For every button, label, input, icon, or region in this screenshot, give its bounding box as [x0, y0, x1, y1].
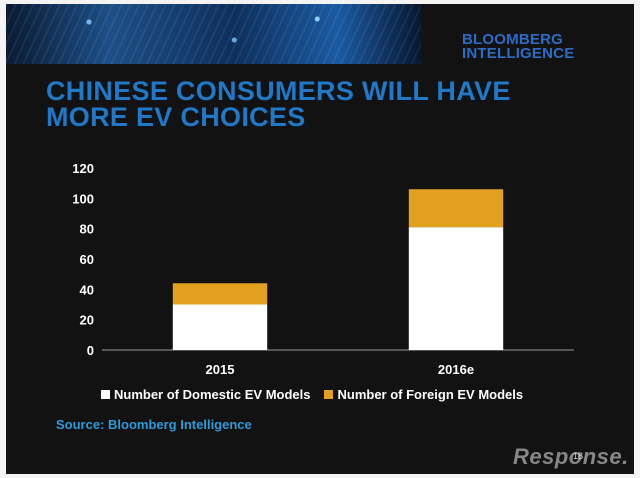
y-tick-label: 20	[80, 313, 94, 328]
y-tick-label: 0	[87, 343, 94, 358]
brand-line-2: INTELLIGENCE	[462, 45, 575, 62]
y-tick-label: 80	[80, 222, 94, 237]
legend-label-domestic: Number of Domestic EV Models	[114, 387, 311, 402]
y-tick-label: 60	[80, 252, 94, 267]
stacked-bar-chart: 0 20 40 60 80 100 120 2015 2016e	[72, 161, 574, 377]
page-number: 18	[573, 451, 584, 461]
y-tick-label: 100	[72, 191, 94, 206]
legend-label-foreign: Number of Foreign EV Models	[337, 387, 524, 402]
title-line-1: CHINESE CONSUMERS WILL HAVE	[46, 76, 511, 106]
slide: BLOOMBERG INTELLIGENCE CHINESE CONSUMERS…	[6, 4, 634, 474]
brand-line-1: BLOOMBERG	[462, 31, 563, 48]
bar-segment-domestic-2016e	[408, 227, 504, 350]
legend-item-domestic: Number of Domestic EV Models	[101, 387, 310, 402]
bar-segment-foreign-2016e	[408, 189, 504, 228]
y-tick-label: 120	[72, 161, 94, 176]
legend-item-foreign: Number of Foreign EV Models	[324, 387, 523, 402]
chart-legend: Number of Domestic EV Models Number of F…	[101, 387, 523, 402]
bloomberg-intelligence-logo: BLOOMBERG INTELLIGENCE	[462, 31, 575, 62]
banner-texture	[6, 4, 421, 64]
source-note: Source: Bloomberg Intelligence	[56, 417, 252, 432]
x-tick-label: 2016e	[438, 362, 474, 377]
bar-segment-foreign-2015	[172, 283, 268, 305]
slide-title: CHINESE CONSUMERS WILL HAVE MORE EV CHOI…	[46, 76, 606, 132]
legend-swatch-domestic	[101, 390, 110, 399]
response-watermark-logo: Response.	[513, 444, 629, 469]
title-line-2: MORE EV CHOICES	[46, 102, 306, 132]
bar-segment-domestic-2015	[172, 304, 268, 350]
x-tick-label: 2015	[206, 362, 235, 377]
legend-swatch-foreign	[324, 390, 334, 399]
fiber-optic-banner-image	[6, 4, 421, 64]
y-tick-label: 40	[80, 282, 94, 297]
